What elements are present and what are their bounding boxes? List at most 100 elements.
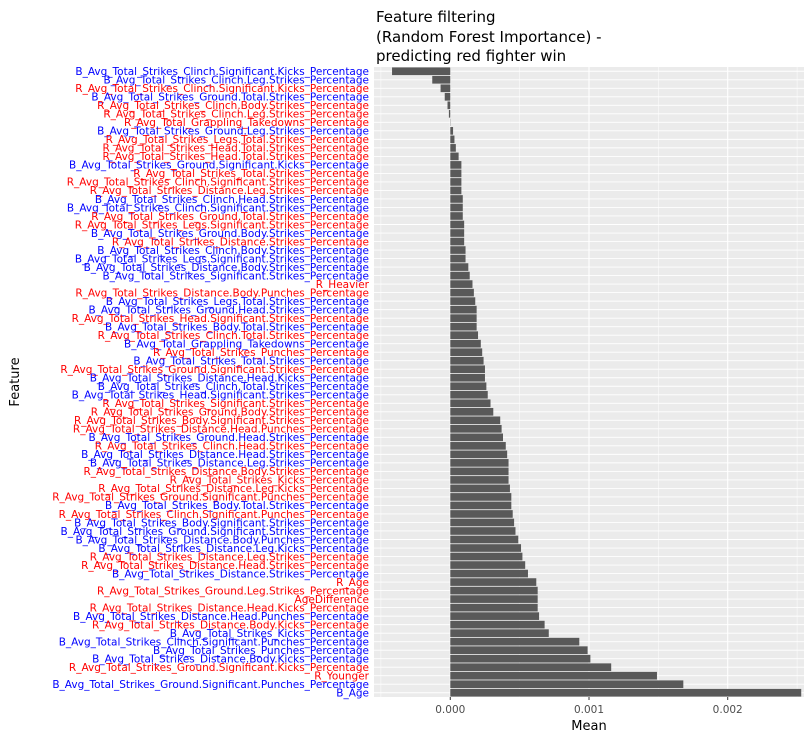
bar (450, 390, 488, 399)
feature-label: AgeDifference (295, 594, 369, 606)
bar (450, 237, 465, 246)
feature-label: R_Avg_Total_Strikes_Legs.Significant.Str… (75, 219, 369, 231)
bar (450, 135, 455, 144)
chart-title-line-3: predicting red fighter win (376, 47, 566, 65)
bar (450, 339, 481, 348)
bar (450, 407, 494, 416)
bar (450, 288, 474, 297)
feature-label: R_Avg_Total_Grappling_Takedowns_Percenta… (124, 117, 369, 129)
bar (450, 373, 485, 382)
feature-label: B_Avg_Total_Strikes_Distance.Body.Kicks_… (92, 653, 369, 665)
x-axis: 0.000 0.001 0.002 (435, 697, 743, 716)
feature-label: B_Avg_Total_Strikes_Distance.Body.Strike… (84, 262, 369, 274)
bar (450, 620, 545, 629)
feature-label: R_Younger (314, 671, 369, 683)
bar (450, 365, 485, 374)
feature-label: R_Avg_Total_Strikes_Clinch.Body.Strikes_… (97, 100, 369, 112)
bar (450, 382, 487, 391)
feature-label: B_Avg_Total_Strikes_Distance.Head.Strike… (81, 449, 369, 461)
bar (450, 331, 479, 340)
feature-label: R_Avg_Total_Strikes_Distance.Leg.Strikes… (90, 185, 369, 197)
chart-title-line-2: (Random Forest Importance) - (376, 28, 602, 46)
feature-label: B_Avg_Total_Grappling_Takedowns_Percenta… (124, 338, 369, 350)
feature-label: R_Avg_Total_Strikes_Clinch.Significant.P… (59, 509, 369, 521)
feature-label: B_Age (336, 688, 369, 700)
bar (450, 442, 506, 450)
bar (450, 467, 509, 476)
y-axis-title: Feature (8, 357, 23, 406)
feature-label: R_Avg_Total_Strikes_Clinch.Total.Strikes… (98, 330, 369, 342)
bar (450, 450, 508, 459)
bar (450, 271, 470, 280)
feature-label: R_Avg_Total_Strikes_Distance.Leg.Strikes… (90, 551, 369, 563)
feature-label: B_Avg_Total_Strikes_Legs.Significant.Str… (75, 253, 369, 265)
feature-label: R_Avg_Total_Strikes_Ground.Leg.Strikes_P… (97, 585, 369, 597)
bar (450, 646, 588, 655)
bar (450, 348, 483, 357)
bar (450, 152, 459, 161)
bar (450, 297, 476, 305)
feature-label: B_Avg_Total_Strikes_Ground.Total.Strikes… (91, 92, 369, 104)
bar (450, 254, 466, 263)
feature-label: R_Avg_Total_Strikes_Ground.Significant.S… (60, 364, 369, 376)
bar (450, 161, 462, 169)
feature-label: B_Avg_Total_Strikes_Ground.Significant.K… (69, 160, 369, 172)
feature-label: B_Avg_Total_Strikes_Distance.Body.Punche… (75, 534, 369, 546)
feature-label: B_Avg_Total_Strikes_Ground.Body.Strikes_… (91, 228, 369, 240)
bar (450, 322, 477, 331)
bar (450, 680, 684, 689)
chart-title-line-1: Feature filtering (376, 8, 496, 26)
feature-label: R_Avg_Total_Strikes_Head.Total.Strikes_P… (102, 151, 369, 163)
feature-label: B_Avg_Total_Strikes_Ground.Head.Strikes_… (88, 304, 369, 316)
feature-label: R_Avg_Total_Strikes_Total.Strikes_Percen… (133, 168, 369, 180)
bar (447, 101, 451, 110)
feature-label: R_Avg_Total_Strikes_Distance.Strikes_Per… (112, 236, 369, 248)
bar (450, 305, 477, 314)
feature-label: B_Avg_Total_Strikes_Clinch.Significant.P… (59, 636, 369, 648)
bar (450, 518, 515, 527)
bar (450, 220, 465, 229)
feature-label: R_Avg_Total_Strikes_Punches_Percentage (153, 347, 369, 359)
bar (444, 92, 451, 101)
bar (450, 212, 463, 220)
bar (450, 629, 549, 637)
feature-label: B_Avg_Total_Strikes_Body.Total.Strikes_P… (105, 500, 369, 512)
feature-label: R_Avg_Total_Strikes_Ground.Significant.K… (69, 662, 369, 674)
feature-label: R_Avg_Total_Strikes_Legs.Total.Strikes_P… (106, 134, 369, 146)
feature-label: B_Avg_Total_Strikes_Significant.Strikes_… (102, 270, 369, 282)
feature-label: R_Avg_Total_Strikes_Body.Significant.Str… (74, 415, 369, 427)
x-axis-title: Mean (571, 719, 606, 734)
feature-label: B_Avg_Total_Strikes_Body.Significant.Str… (74, 517, 369, 529)
feature-label: R_Avg_Total_Strikes_Ground.Significant.P… (52, 492, 369, 504)
bar (450, 501, 512, 510)
bar (450, 552, 523, 561)
feature-label: R_Avg_Total_Strikes_Ground.Body.Strikes_… (91, 407, 369, 419)
feature-label: B_Avg_Total_Strikes_Legs.Total.Strikes_P… (106, 296, 369, 308)
bar (450, 263, 469, 271)
bar (450, 586, 538, 595)
bar (450, 578, 537, 586)
bar (432, 75, 451, 84)
feature-label: B_Avg_Total_Strikes_Ground.Head.Strikes_… (88, 432, 369, 444)
bar (450, 544, 522, 552)
feature-label: B_Avg_Total_Strikes_Clinch.Significant.S… (67, 202, 369, 214)
feature-label: R_Avg_Total_Strikes_Distance.Body.Kicks_… (92, 619, 369, 631)
feature-label: B_Avg_Total_Strikes_Ground.Significant.S… (60, 526, 369, 538)
feature-label: R_Avg_Total_Strikes_Clinch.Significant.S… (67, 177, 369, 189)
bar (450, 603, 538, 612)
x-tick-label: 0.002 (713, 704, 743, 716)
bar (450, 314, 477, 322)
feature-label: B_Avg_Total_Strikes_Head.Significant.Str… (72, 390, 369, 402)
bar (450, 527, 516, 535)
feature-label: B_Avg_Total_Strikes_Distance.Head.Kicks_… (90, 373, 369, 385)
feature-label: B_Avg_Total_Strikes_Clinch.Head.Strikes_… (95, 194, 369, 206)
bar (450, 229, 465, 237)
bar (450, 178, 462, 186)
bar (450, 493, 512, 501)
bar (450, 671, 657, 680)
bar (450, 569, 528, 578)
bar (450, 561, 526, 569)
bar (450, 169, 462, 178)
bar (392, 67, 451, 76)
